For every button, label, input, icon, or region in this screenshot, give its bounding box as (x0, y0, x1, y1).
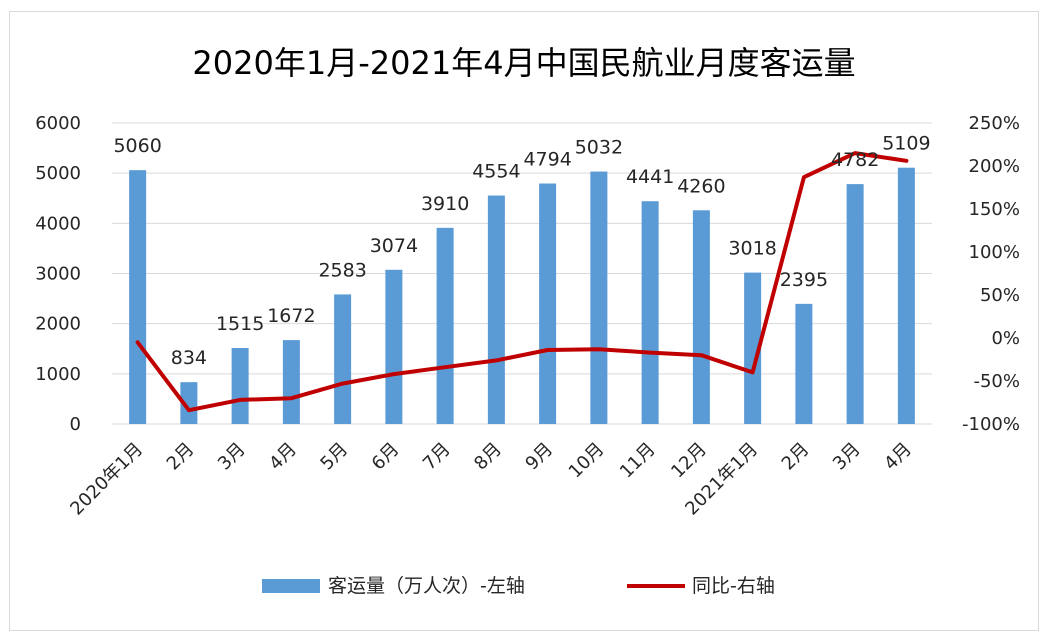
bar-data-label: 5032 (575, 137, 623, 159)
bar-data-label: 834 (171, 347, 207, 369)
x-tick-label: 5月 (316, 439, 352, 475)
legend: 客运量（万人次）-左轴 同比-右轴 (262, 575, 775, 597)
line-point (239, 399, 241, 401)
legend-bar-swatch (262, 579, 320, 593)
line-point (342, 383, 344, 385)
gridlines (112, 122, 932, 425)
line-point (598, 348, 600, 350)
x-tick-label: 9月 (521, 439, 557, 475)
bar (180, 382, 198, 424)
bar-data-label: 5060 (113, 135, 161, 157)
x-tick-label: 6月 (368, 439, 404, 475)
x-tick-label: 8月 (470, 439, 506, 475)
right-tick-label: -100% (962, 414, 1020, 435)
line-series (135, 151, 909, 413)
x-tick-label: 12月 (667, 439, 711, 483)
bar-data-label: 4554 (472, 161, 520, 183)
x-tick-label: 11月 (616, 439, 660, 483)
legend-bar-label: 客运量（万人次）-左轴 (328, 575, 525, 597)
bar-data-label: 4260 (677, 175, 725, 197)
left-tick-label: 0 (70, 414, 81, 435)
line-point (905, 160, 907, 162)
line-point (700, 354, 702, 356)
legend-line-label: 同比-右轴 (692, 575, 775, 597)
bar-data-label: 2583 (318, 259, 366, 281)
right-tick-label: 150% (969, 199, 1020, 220)
bar (590, 171, 608, 424)
right-tick-label: 50% (980, 285, 1020, 306)
right-tick-label: -50% (973, 371, 1020, 392)
bar-data-label: 4794 (523, 149, 571, 171)
bar-data-label: 3910 (421, 193, 469, 215)
left-tick-label: 6000 (35, 113, 81, 134)
line-point (495, 359, 497, 361)
bar (744, 272, 762, 424)
bar (487, 195, 505, 424)
left-tick-label: 1000 (35, 364, 81, 385)
line-point (290, 397, 292, 399)
x-tick-label: 2020年1月 (66, 439, 147, 520)
left-tick-label: 2000 (35, 314, 81, 335)
line-point (137, 341, 139, 343)
line-point (393, 373, 395, 375)
x-tick-label: 2月 (778, 439, 814, 475)
bar (539, 183, 557, 424)
bar (282, 340, 300, 424)
bar (846, 184, 864, 424)
chart-frame (9, 11, 1039, 631)
yoy-line (135, 151, 909, 413)
line-point (444, 366, 446, 368)
line-point (649, 352, 651, 354)
right-tick-label: 100% (969, 242, 1020, 263)
bar (692, 210, 710, 424)
bar (897, 167, 915, 425)
x-tick-label: 4月 (265, 439, 301, 475)
bar (641, 201, 659, 424)
bar (436, 227, 454, 424)
bar-data-label: 3074 (370, 235, 418, 257)
bar-data-label: 4782 (831, 149, 879, 171)
line-point (752, 371, 754, 373)
bar-data-label: 2395 (780, 269, 828, 291)
bar (795, 303, 813, 424)
left-tick-label: 4000 (35, 213, 81, 234)
x-tick-label: 2月 (163, 439, 199, 475)
x-tick-label: 3月 (214, 439, 250, 475)
right-tick-label: 250% (969, 113, 1020, 134)
bar (385, 269, 403, 424)
bar-series (129, 167, 915, 425)
bar-data-label: 5109 (882, 133, 930, 155)
x-tick-label: 3月 (829, 439, 865, 475)
bar-data-label: 1515 (216, 313, 264, 335)
right-tick-label: 200% (969, 156, 1020, 177)
bar (334, 294, 352, 424)
line-point (547, 349, 549, 351)
line-point (854, 152, 856, 154)
left-tick-label: 3000 (35, 264, 81, 285)
bar (231, 347, 249, 424)
right-tick-label: 0% (991, 328, 1020, 349)
bar-data-label: 3018 (728, 238, 776, 260)
x-tick-label: 4月 (880, 439, 916, 475)
chart-title: 2020年1月-2021年4月中国民航业月度客运量 (192, 44, 855, 82)
x-tick-label: 10月 (565, 439, 609, 483)
left-axis-ticks: 0 1000 2000 3000 4000 5000 6000 (35, 113, 81, 435)
line-point (803, 176, 805, 178)
line-point (188, 409, 190, 411)
x-tick-label: 7月 (419, 439, 455, 475)
bar-data-label: 1672 (267, 305, 315, 327)
right-axis-ticks: -100% -50% 0% 50% 100% 150% 200% 250% (962, 113, 1020, 435)
bar-data-label: 4441 (626, 166, 674, 188)
left-tick-label: 5000 (35, 163, 81, 184)
bar (129, 170, 147, 424)
